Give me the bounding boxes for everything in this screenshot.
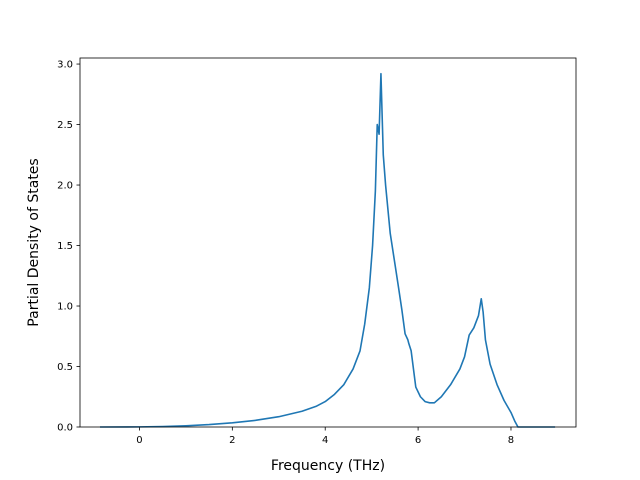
x-tick-label: 6 [415,435,421,446]
y-axis-label: Partial Density of States [26,158,42,326]
y-tick-label: 0.0 [57,423,73,434]
y-tick-label: 0.5 [57,362,73,373]
y-tick-label: 3.0 [57,60,73,71]
x-axis-ticks: 0 2 4 6 8 [136,427,514,446]
plot-frame [79,57,577,428]
y-axis-ticks: 0.0 0.5 1.0 1.5 2.0 2.5 3.0 [57,60,80,434]
y-tick-label: 1.0 [57,302,73,313]
x-tick-label: 8 [508,435,514,446]
y-tick-label: 1.5 [57,241,73,252]
x-tick-label: 4 [322,435,328,446]
x-tick-label: 2 [229,435,235,446]
y-tick-label: 2.5 [57,120,73,131]
x-axis-label: Frequency (THz) [271,458,385,474]
y-tick-label: 2.0 [57,181,73,192]
pdos-series-line [99,72,556,428]
x-tick-label: 0 [136,435,142,446]
